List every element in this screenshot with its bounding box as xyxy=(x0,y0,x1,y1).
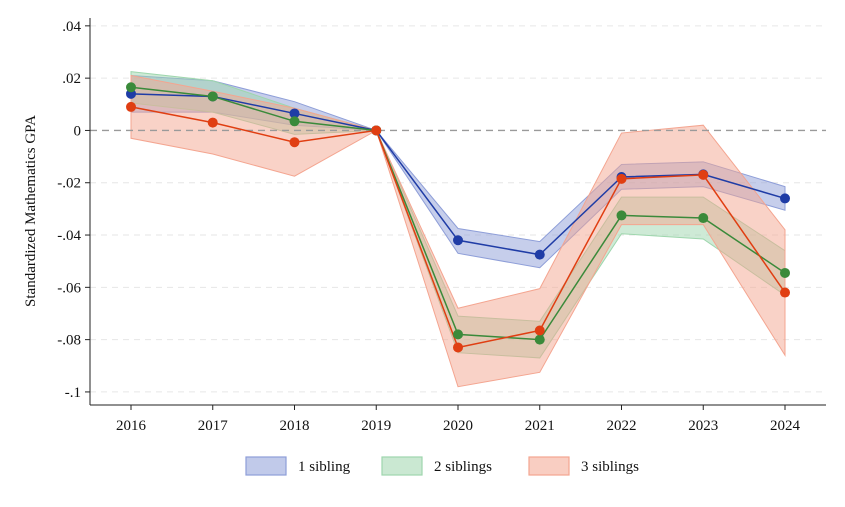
legend: 1 sibling 2 siblings 3 siblings xyxy=(245,456,639,476)
data-point xyxy=(698,213,709,224)
y-tick-label: -.06 xyxy=(57,280,81,296)
legend-label-1: 1 sibling xyxy=(298,459,351,475)
y-tick-label: -.04 xyxy=(57,228,81,244)
legend-label-3: 3 siblings xyxy=(581,459,639,475)
data-point xyxy=(289,108,300,119)
axes: .04 .02 0 -.02 -.04 -.06 -.08 -.1 2016 2017 2018 20… xyxy=(57,18,826,434)
y-tick-label: -.08 xyxy=(57,333,81,349)
series-points xyxy=(126,82,790,353)
y-tick-label: 0 xyxy=(74,123,82,139)
data-point xyxy=(371,125,382,136)
data-point xyxy=(534,249,545,260)
data-point xyxy=(780,287,790,298)
data-point xyxy=(453,342,463,353)
y-tick-label: -.1 xyxy=(65,385,81,401)
data-point xyxy=(534,325,545,336)
y-axis-title: Standardized Mathematics GPA xyxy=(23,115,39,307)
y-tick-label: .02 xyxy=(62,71,81,87)
data-point xyxy=(126,82,136,93)
legend-swatch-1 xyxy=(245,456,287,476)
legend-label-2: 2 siblings xyxy=(434,459,492,475)
data-point xyxy=(289,116,300,127)
x-tick-label: 2024 xyxy=(770,418,801,434)
data-point xyxy=(780,193,790,204)
x-tick-label: 2019 xyxy=(361,418,391,434)
y-tick-label: -.02 xyxy=(57,176,81,192)
data-point xyxy=(207,91,218,102)
data-point xyxy=(616,173,627,184)
data-point xyxy=(453,235,463,246)
data-point xyxy=(534,334,545,345)
data-point xyxy=(616,210,627,221)
x-tick-label: 2023 xyxy=(688,418,718,434)
data-point xyxy=(698,169,709,180)
data-point xyxy=(126,101,136,112)
legend-swatch-2 xyxy=(381,456,423,476)
x-tick-label: 2021 xyxy=(525,418,555,434)
data-point xyxy=(780,267,790,278)
y-tick-label: .04 xyxy=(62,19,81,35)
data-point xyxy=(453,329,463,340)
x-tick-label: 2022 xyxy=(607,418,637,434)
legend-swatch-3 xyxy=(528,456,570,476)
x-tick-label: 2018 xyxy=(280,418,310,434)
data-point xyxy=(289,137,300,148)
data-point xyxy=(207,117,218,128)
x-tick-label: 2016 xyxy=(116,418,147,434)
x-tick-label: 2017 xyxy=(198,418,229,434)
x-tick-label: 2020 xyxy=(443,418,473,434)
